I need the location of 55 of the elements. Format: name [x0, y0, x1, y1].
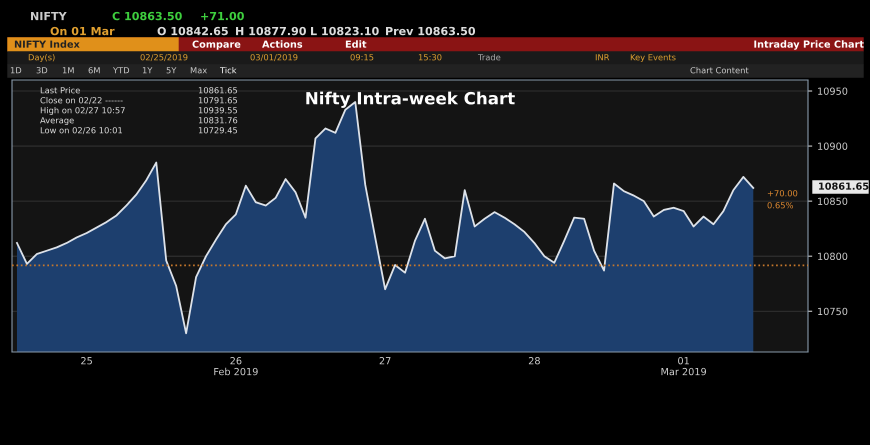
- x-tick-label: 25: [81, 357, 92, 364]
- x-tick-label: 01 Mar 2019: [661, 357, 706, 376]
- text: Actions: [262, 40, 302, 48]
- text: Intraday Price Chart: [754, 40, 864, 50]
- text: C 10863.50: [112, 12, 182, 20]
- text: 3D: [36, 67, 48, 74]
- x-tick-label: 26 Feb 2019: [214, 357, 258, 376]
- y-tick-label: 10900: [818, 142, 848, 150]
- annotation: High on 02/27 10:57: [40, 106, 125, 116]
- text: Edit: [346, 40, 366, 48]
- text: 09:15: [350, 54, 374, 60]
- text: Trade: [478, 54, 500, 60]
- text: Nifty Intra-week Chart: [306, 92, 515, 108]
- annotation: Average: [40, 117, 74, 126]
- text: NIFTY Index: [14, 40, 80, 48]
- text: On 01 Mar: [50, 26, 115, 36]
- text: L 10823.10: [311, 26, 379, 36]
- text: 1Y: [142, 67, 152, 74]
- text: Tick: [220, 66, 237, 74]
- text: Chart Content: [690, 66, 748, 74]
- text: O 10842.65: [158, 26, 228, 36]
- annotation: 0.65%: [768, 202, 794, 208]
- text: YTD: [112, 67, 130, 74]
- y-tick-label: 10950: [818, 87, 848, 95]
- annotation: +70.00: [768, 190, 798, 196]
- y-tick-label: 10800: [818, 252, 848, 260]
- text: 02/25/2019: [140, 54, 188, 62]
- annotation: 10861.65: [198, 87, 238, 94]
- text: 03/01/2019: [250, 54, 298, 62]
- y-tick-label: 10850: [818, 198, 848, 205]
- text: Prev 10863.50: [386, 26, 476, 36]
- annotation: Low on 02/26 10:01: [40, 127, 122, 134]
- annotation: 10939.55: [198, 107, 238, 114]
- annotation: Close on 02/22 ------: [40, 96, 123, 104]
- text: 6M: [88, 67, 100, 74]
- text: 10861.65: [819, 182, 868, 190]
- text: 15:30: [418, 54, 442, 60]
- x-tick-label: 27: [380, 357, 390, 364]
- text: Key Events: [630, 54, 676, 62]
- text: INR: [596, 54, 610, 60]
- y-tick-label: 10750: [818, 308, 848, 316]
- text: Day(s): [28, 54, 55, 62]
- text: NIFTY: [31, 12, 67, 20]
- annotation: 10831.76: [198, 117, 238, 124]
- text: 5Y: [166, 67, 176, 74]
- text: +71.00: [201, 12, 244, 20]
- text: 1M: [62, 67, 74, 74]
- text: 1D: [10, 67, 22, 74]
- annotation: 10791.65: [198, 97, 238, 104]
- annotation: 10729.45: [198, 127, 238, 134]
- text: H 10877.90: [236, 26, 306, 36]
- x-tick-label: 28: [528, 357, 540, 364]
- annotation: Last Price: [40, 86, 80, 94]
- text: Max: [190, 67, 207, 74]
- text: Compare: [192, 40, 240, 50]
